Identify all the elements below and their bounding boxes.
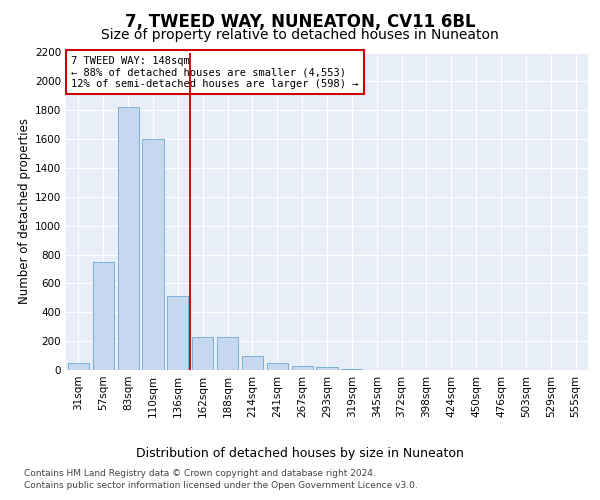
Bar <box>192 337 213 370</box>
Bar <box>167 296 188 370</box>
Bar <box>142 139 164 370</box>
Text: Distribution of detached houses by size in Nuneaton: Distribution of detached houses by size … <box>136 448 464 460</box>
Text: 7, TWEED WAY, NUNEATON, CV11 6BL: 7, TWEED WAY, NUNEATON, CV11 6BL <box>125 12 475 30</box>
Bar <box>242 356 263 370</box>
Text: Size of property relative to detached houses in Nuneaton: Size of property relative to detached ho… <box>101 28 499 42</box>
Text: Contains public sector information licensed under the Open Government Licence v3: Contains public sector information licen… <box>24 481 418 490</box>
Bar <box>68 363 89 370</box>
Bar <box>93 262 114 370</box>
Bar <box>217 337 238 370</box>
Bar <box>292 366 313 370</box>
Bar <box>316 367 338 370</box>
Bar <box>118 108 139 370</box>
Text: Contains HM Land Registry data © Crown copyright and database right 2024.: Contains HM Land Registry data © Crown c… <box>24 468 376 477</box>
Text: 7 TWEED WAY: 148sqm
← 88% of detached houses are smaller (4,553)
12% of semi-det: 7 TWEED WAY: 148sqm ← 88% of detached ho… <box>71 56 359 89</box>
Bar <box>267 363 288 370</box>
Y-axis label: Number of detached properties: Number of detached properties <box>18 118 31 304</box>
